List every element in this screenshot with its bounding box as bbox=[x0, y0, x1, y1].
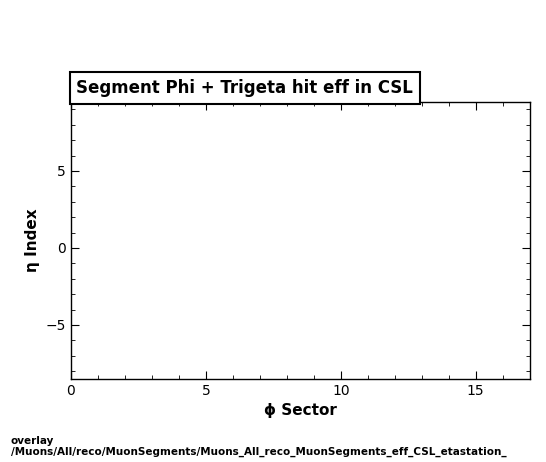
Y-axis label: η Index: η Index bbox=[25, 208, 40, 272]
X-axis label: ϕ Sector: ϕ Sector bbox=[264, 403, 337, 418]
Text: Segment Phi + Trigeta hit eff in CSL: Segment Phi + Trigeta hit eff in CSL bbox=[76, 79, 413, 97]
Text: overlay
/Muons/All/reco/MuonSegments/Muons_All_reco_MuonSegments_eff_CSL_etastat: overlay /Muons/All/reco/MuonSegments/Muo… bbox=[11, 436, 507, 457]
